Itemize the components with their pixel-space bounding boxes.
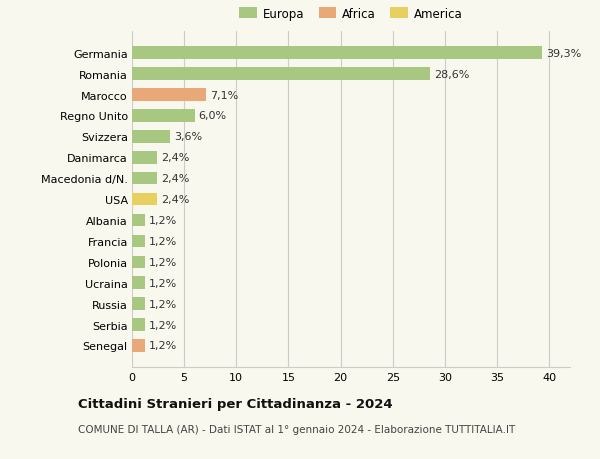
Text: 2,4%: 2,4% — [161, 195, 190, 205]
Text: 1,2%: 1,2% — [149, 299, 177, 309]
Bar — [132, 68, 430, 81]
Legend: Europa, Africa, America: Europa, Africa, America — [237, 5, 465, 23]
Text: 1,2%: 1,2% — [149, 236, 177, 246]
Bar — [132, 340, 145, 352]
Bar — [132, 298, 145, 310]
Bar — [132, 173, 157, 185]
Text: 6,0%: 6,0% — [199, 111, 227, 121]
Text: 2,4%: 2,4% — [161, 174, 190, 184]
Text: Cittadini Stranieri per Cittadinanza - 2024: Cittadini Stranieri per Cittadinanza - 2… — [78, 397, 392, 410]
Text: 1,2%: 1,2% — [149, 341, 177, 351]
Bar — [132, 131, 170, 143]
Text: COMUNE DI TALLA (AR) - Dati ISTAT al 1° gennaio 2024 - Elaborazione TUTTITALIA.I: COMUNE DI TALLA (AR) - Dati ISTAT al 1° … — [78, 425, 515, 435]
Bar — [132, 47, 542, 60]
Bar — [132, 193, 157, 206]
Text: 7,1%: 7,1% — [210, 90, 238, 101]
Bar — [132, 256, 145, 269]
Text: 39,3%: 39,3% — [546, 49, 581, 59]
Text: 1,2%: 1,2% — [149, 320, 177, 330]
Bar — [132, 277, 145, 289]
Bar — [132, 110, 194, 123]
Bar — [132, 214, 145, 227]
Bar — [132, 235, 145, 248]
Text: 1,2%: 1,2% — [149, 216, 177, 225]
Bar — [132, 319, 145, 331]
Text: 2,4%: 2,4% — [161, 153, 190, 163]
Text: 3,6%: 3,6% — [174, 132, 202, 142]
Bar — [132, 151, 157, 164]
Text: 1,2%: 1,2% — [149, 257, 177, 267]
Text: 28,6%: 28,6% — [434, 69, 470, 79]
Bar — [132, 89, 206, 101]
Text: 1,2%: 1,2% — [149, 278, 177, 288]
